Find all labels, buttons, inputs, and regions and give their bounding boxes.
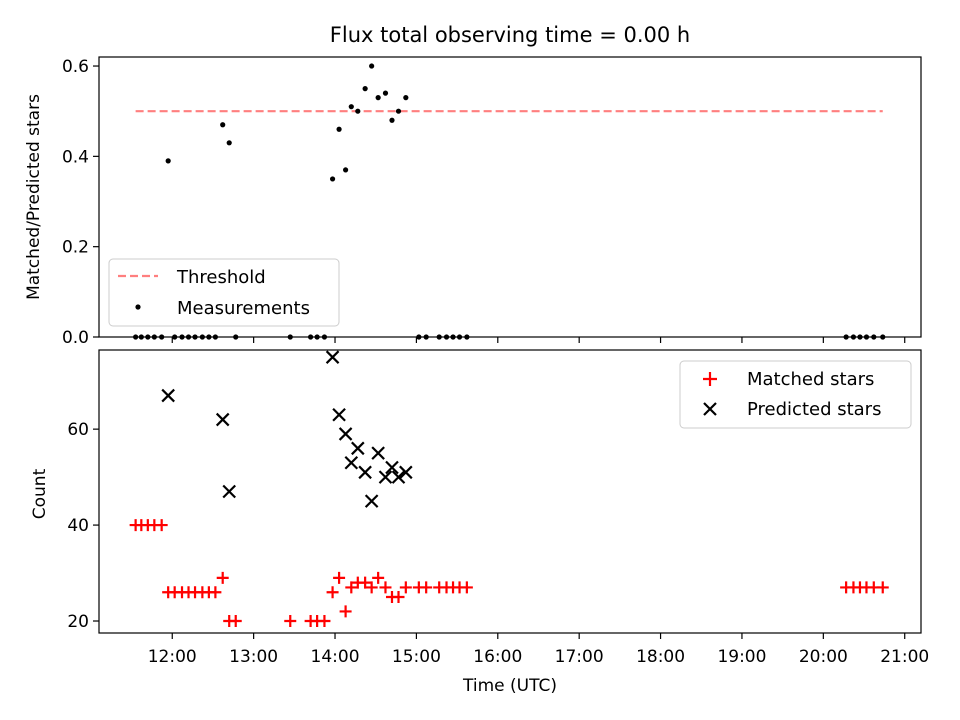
chart-title: Flux total observing time = 0.00 h (330, 23, 690, 47)
measurement-point (375, 95, 381, 101)
predicted-star-point (385, 460, 399, 475)
predicted-star-point (399, 465, 413, 480)
measurement-point (369, 63, 375, 69)
measurement-point (348, 104, 354, 110)
bottom-legend: Matched stars Predicted stars (679, 360, 912, 429)
matched-star-point (365, 581, 378, 594)
x-tick-label: 12:00 (148, 647, 197, 667)
bottom-plot-marks (129, 350, 889, 628)
measurement-point (226, 140, 232, 146)
bottom-axes: Count Time (UTC) 20 40 60 12:00 13:00 14:00 15… (30, 349, 929, 696)
predicted-star-point (358, 465, 372, 480)
bottom-axes-frame (98, 349, 922, 634)
bottom-y-tick-label: 60 (67, 420, 89, 440)
matched-star-point (333, 571, 346, 584)
predicted-star-point (338, 427, 353, 441)
matched-star-point (339, 605, 352, 618)
matched-star-point (229, 615, 242, 628)
predicted-star-point (391, 470, 406, 484)
matched-star-point (345, 581, 358, 594)
measurement-point (165, 158, 171, 164)
measurement-point (362, 86, 368, 92)
matched-star-point (379, 581, 392, 594)
matched-star-point (318, 615, 331, 628)
top-axes: Matched/Predicted stars 0.0 0.2 0.4 0.6 Thr… (24, 56, 922, 348)
top-legend: Threshold Measurements (108, 258, 340, 327)
bottom-y-tick-label: 40 (67, 516, 89, 536)
measurement-point (343, 167, 349, 173)
bottom-legend-box (679, 360, 912, 429)
predicted-star-point (325, 350, 340, 364)
top-axis-ticks: 0.0 0.2 0.4 0.6 (62, 57, 906, 348)
matched-legend-label: Matched stars (747, 369, 874, 390)
predicted-star-point (351, 441, 365, 456)
x-tick-label: 13:00 (229, 647, 278, 667)
matched-star-point (216, 571, 229, 584)
measurement-point (220, 122, 226, 128)
matched-star-point (372, 571, 385, 584)
top-legend-box (108, 258, 340, 327)
measurements-legend-label: Measurements (177, 298, 310, 319)
predicted-star-point (371, 446, 385, 460)
x-tick-label: 16:00 (473, 647, 522, 667)
matched-star-point (326, 586, 339, 599)
bottom-axis-ticks: 20 40 60 12:00 13:00 14:00 15:00 16:00 17:00 18:0… (67, 420, 929, 667)
matched-star-point (399, 581, 412, 594)
matched-star-point (460, 581, 473, 594)
x-tick-label: 15:00 (392, 647, 441, 667)
x-axis-label: Time (UTC) (462, 676, 557, 696)
measurement-point (389, 117, 395, 123)
top-y-tick-label: 0.2 (62, 238, 89, 258)
matched-star-point (209, 586, 222, 599)
measurement-point (395, 108, 402, 114)
bottom-y-tick-label: 20 (67, 612, 89, 632)
x-tick-label: 21:00 (880, 647, 929, 667)
x-tick-label: 19:00 (717, 647, 766, 667)
predicted-star-point (378, 470, 393, 484)
predicted-star-point (222, 484, 236, 499)
top-y-axis-label: Matched/Predicted stars (24, 94, 44, 300)
predicted-star-point (364, 494, 379, 508)
x-tick-label: 17:00 (555, 647, 604, 667)
measurement-point (355, 108, 361, 114)
predicted-legend-label: Predicted stars (747, 399, 881, 420)
matched-star-point (392, 591, 405, 604)
matched-star-point (284, 615, 297, 628)
matched-legend-swatch (703, 372, 717, 386)
x-tick-label: 18:00 (636, 647, 685, 667)
top-axes-frame (98, 56, 922, 338)
predicted-star-point (215, 412, 230, 427)
measurement-point (329, 176, 336, 182)
measurement-point (336, 126, 342, 132)
predicted-star-point (332, 407, 346, 422)
predicted-legend-swatch (703, 402, 717, 416)
matched-star-point (155, 519, 168, 532)
top-y-tick-label: 0.6 (62, 57, 89, 77)
matched-star-point (876, 581, 889, 594)
x-tick-label: 14:00 (311, 647, 360, 667)
predicted-star-point (344, 455, 359, 470)
measurement-point (382, 90, 389, 96)
predicted-star-point (161, 388, 175, 403)
top-plot-marks (133, 63, 886, 340)
measurements-legend-swatch (135, 304, 141, 310)
top-y-tick-label: 0.0 (62, 328, 89, 348)
matched-star-point (420, 581, 433, 594)
top-y-tick-label: 0.4 (62, 147, 89, 167)
x-tick-label: 20:00 (799, 647, 848, 667)
threshold-legend-label: Threshold (176, 267, 266, 288)
bottom-y-axis-label: Count (30, 468, 50, 519)
matched-star-point (359, 576, 372, 589)
measurement-point (403, 95, 409, 101)
